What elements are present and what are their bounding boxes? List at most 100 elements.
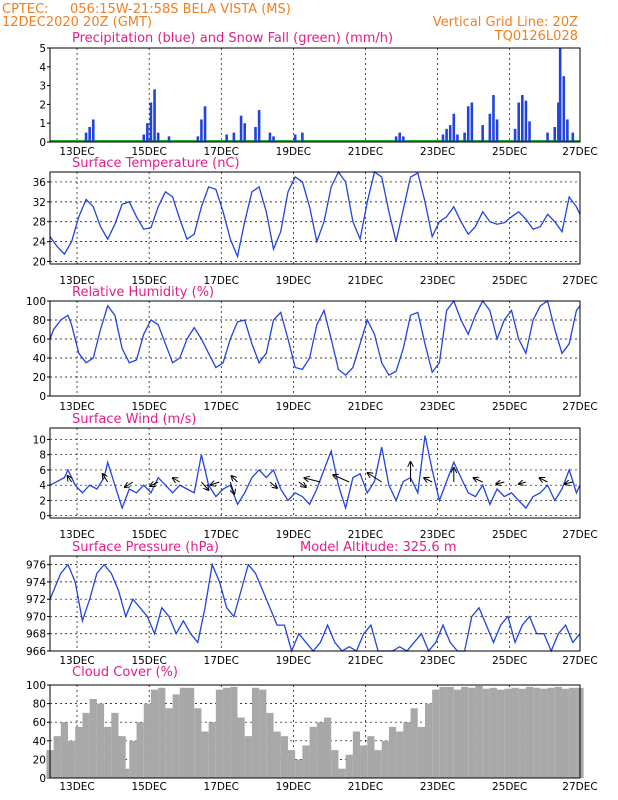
cloud-bar — [453, 689, 462, 778]
cloud-bar — [287, 750, 296, 778]
cloud-bar — [244, 736, 252, 778]
y-tick-label: 2 — [39, 495, 46, 507]
cloud-bar — [324, 717, 332, 778]
cloud-bar — [280, 736, 288, 778]
plot-frame — [49, 427, 581, 519]
precip-bar — [142, 134, 146, 142]
cloud-bar — [309, 726, 317, 778]
precip-bar — [546, 132, 549, 142]
cloud-bar — [374, 750, 382, 778]
cloud-bar — [89, 698, 97, 778]
series-line — [49, 562, 581, 653]
precip-bar — [571, 132, 575, 142]
cloud-bar — [396, 731, 404, 778]
wind-arrow — [540, 478, 548, 482]
x-tick-label: 25DEC — [492, 401, 527, 413]
x-tick-label: 15DEC — [131, 401, 166, 413]
cloud-bar — [187, 687, 195, 778]
cloud-bar — [497, 689, 505, 778]
x-tick-label: 15DEC — [131, 781, 166, 793]
x-tick-label: 25DEC — [492, 655, 527, 667]
series-line — [49, 435, 581, 511]
panel-annotation: Model Altitude: 325.6 m — [300, 540, 457, 555]
precip-bar — [203, 106, 207, 142]
wind-arrow — [424, 478, 433, 482]
cloud-bar — [215, 689, 224, 778]
panel-5: Surface Pressure (hPa) Model Altitude: 32… — [26, 540, 598, 667]
x-tick-label: 19DEC — [276, 781, 311, 793]
y-tick-label: 0 — [39, 137, 46, 149]
x-tick-label: 21DEC — [348, 401, 383, 413]
cloud-bar — [259, 689, 267, 778]
precip-bar — [91, 119, 95, 142]
cloud-bar — [295, 759, 303, 778]
cloud-bar — [345, 754, 353, 778]
wind-arrow — [103, 474, 109, 483]
x-tick-label: 25DEC — [492, 275, 527, 287]
precip-bar — [232, 132, 236, 142]
y-tick-label: 0 — [39, 773, 46, 785]
precip-bar — [254, 126, 257, 142]
precip-bar — [146, 123, 149, 142]
plot-frame — [49, 171, 581, 265]
panel-4: Surface Wind (m/s) 0 2 4 6 8 10 13DEC 15DEC 17DEC… — [33, 412, 598, 541]
x-tick-label: 23DEC — [420, 275, 455, 287]
x-tick-label: 27DEC — [562, 275, 597, 287]
y-tick-label: 0 — [39, 391, 46, 403]
y-tick-label: 0 — [39, 511, 46, 523]
precip-bar — [470, 102, 474, 142]
cloud-bar — [367, 736, 375, 778]
y-tick-label: 1 — [39, 118, 46, 130]
y-tick-label: 20 — [33, 372, 46, 384]
plot-frame — [49, 555, 581, 652]
cloud-bar — [273, 731, 281, 778]
y-tick-label: 974 — [26, 577, 46, 589]
cloud-bar — [122, 768, 130, 778]
cloud-bar — [424, 703, 433, 778]
wind-arrow — [173, 478, 181, 482]
precip-bar — [557, 102, 560, 142]
series-line — [49, 299, 581, 376]
wind-arrow — [474, 478, 483, 482]
cloud-bar — [172, 694, 180, 778]
x-tick-label: 17DEC — [204, 275, 239, 287]
y-tick-label: 40 — [33, 353, 46, 365]
precip-bar — [558, 48, 562, 142]
cloud-bar — [533, 687, 541, 778]
y-tick-label: 6 — [39, 465, 46, 477]
x-tick-label: 13DEC — [59, 275, 94, 287]
x-tick-label: 13DEC — [59, 781, 94, 793]
x-tick-label: 17DEC — [204, 529, 239, 541]
cloud-bar — [179, 687, 188, 778]
precip-bar — [463, 132, 466, 142]
panel-3: Relative Humidity (%) 0 20 40 60 80 100 13DEC 15… — [26, 285, 598, 413]
cloud-bar — [482, 688, 490, 778]
precip-bar — [553, 126, 557, 142]
y-tick-label: 60 — [33, 334, 46, 346]
wind-arrow — [519, 482, 527, 484]
y-tick-label: 60 — [33, 717, 46, 729]
plot-frame — [49, 300, 581, 397]
x-tick-label: 25DEC — [492, 529, 527, 541]
cloud-bar — [410, 708, 418, 778]
y-tick-label: 972 — [26, 594, 46, 606]
plot-frame — [49, 684, 581, 779]
cloud-bar — [540, 688, 548, 778]
x-tick-label: 15DEC — [131, 146, 166, 158]
panel-title: Cloud Cover (%) — [72, 665, 178, 680]
cloud-bar — [68, 740, 76, 778]
precip-bar — [156, 132, 160, 142]
cloud-bar — [82, 712, 90, 778]
x-tick-label: 25DEC — [492, 781, 527, 793]
x-tick-label: 27DEC — [562, 401, 597, 413]
cloud-bar — [511, 687, 519, 778]
plot-frame — [49, 47, 581, 143]
x-tick-label: 15DEC — [131, 529, 166, 541]
wind-arrow — [565, 482, 573, 484]
cloud-bar — [547, 687, 555, 778]
wind-arrow — [210, 482, 220, 485]
panel-title: Surface Temperature (nC) — [72, 156, 240, 171]
y-tick-label: 10 — [33, 434, 46, 446]
precip-bar — [301, 132, 304, 142]
